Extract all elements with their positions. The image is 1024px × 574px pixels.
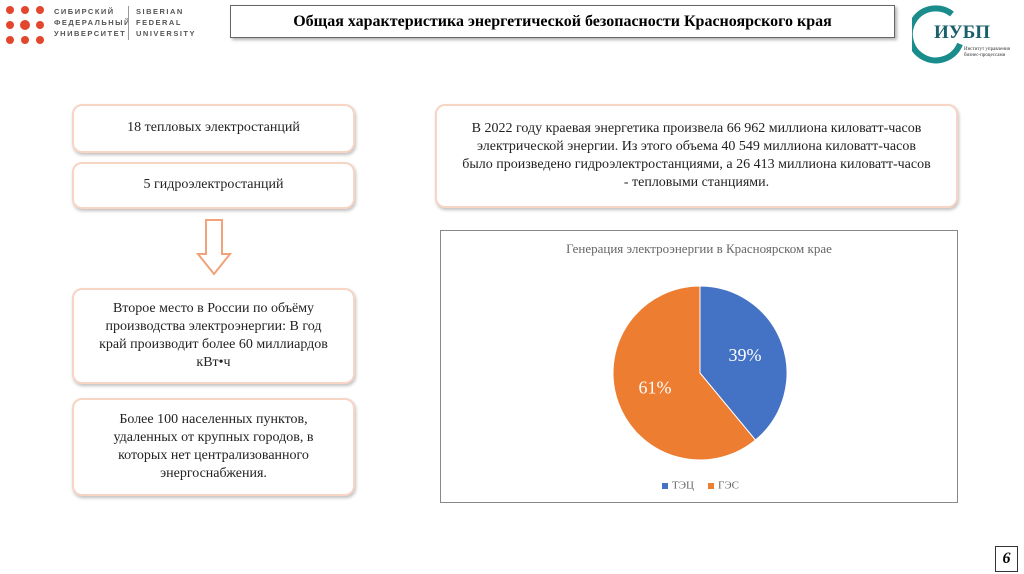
sfu-logo-icon: [6, 6, 44, 44]
page-number: 6: [995, 546, 1018, 572]
pie-slice: [699, 285, 788, 441]
down-arrow: [196, 219, 232, 276]
logo-caption: Институт управления: [964, 47, 1011, 52]
logo-line: СИБИРСКИЙ: [54, 7, 115, 16]
info-box: 5 гидроэлектростанций: [72, 162, 355, 209]
chart-title: Генерация электроэнергии в Красноярском …: [566, 241, 832, 256]
data-label: 61%: [638, 377, 671, 397]
title: Общая характеристика энергетической безо…: [230, 5, 895, 38]
logo-line: SIBERIAN: [136, 7, 184, 16]
legend-label: ТЭЦ: [672, 480, 694, 492]
legend-swatch: [662, 483, 668, 489]
legend-label: ГЭС: [718, 480, 739, 492]
logo-text: ИУБП: [934, 22, 990, 43]
info-box: Более 100 населенных пунктов, удаленных …: [72, 398, 355, 496]
logo-caption: бизнес-процессами: [964, 53, 1006, 58]
legend-swatch: [708, 483, 714, 489]
chart: Генерация электроэнергии в Красноярском …: [440, 230, 958, 503]
data-label: 39%: [729, 345, 762, 365]
pie-slice: [612, 285, 757, 461]
info-box: 18 тепловых электростанций: [72, 104, 355, 153]
logo-line: FEDERAL: [136, 18, 182, 27]
logo-swirl: [912, 5, 963, 64]
summary-box: В 2022 году краевая энергетика произвела…: [435, 104, 958, 208]
logo-line: ФЕДЕРАЛЬНЫЙ: [54, 18, 131, 27]
logo-en: SIBERIAN FEDERAL UNIVERSITY: [136, 6, 196, 39]
logo-divider: [128, 6, 129, 40]
iubp-logo: ИУБП Институт управления бизнес-процесса…: [912, 5, 1011, 64]
logo-line: УНИВЕРСИТЕТ: [54, 29, 127, 38]
logo-ru: СИБИРСКИЙ ФЕДЕРАЛЬНЫЙ УНИВЕРСИТЕТ: [54, 6, 131, 39]
logo-line: UNIVERSITY: [136, 29, 197, 38]
info-box: Второе место в России по объёму производ…: [72, 288, 355, 384]
